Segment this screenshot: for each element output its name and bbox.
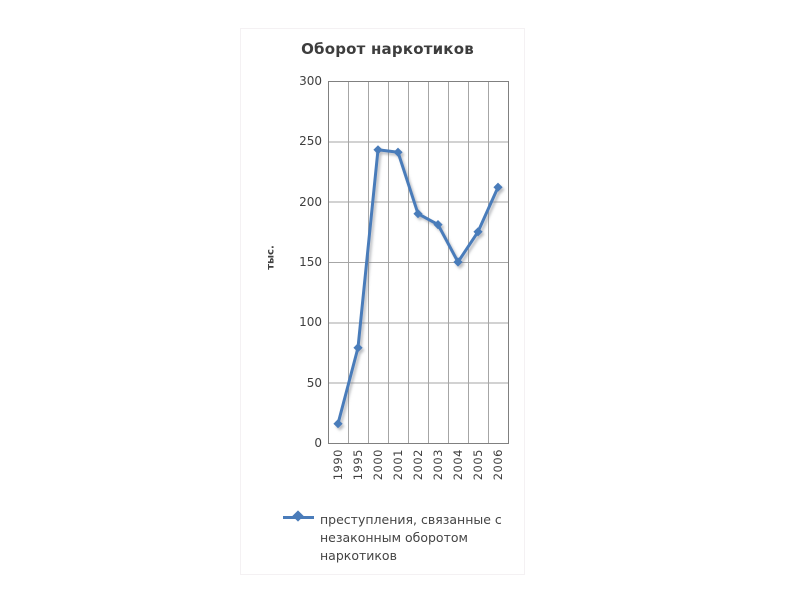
x-tick-label: 2005 bbox=[471, 449, 485, 481]
x-tick-label: 2001 bbox=[391, 449, 405, 481]
x-tick-cell: 1990 bbox=[328, 449, 348, 499]
data-point-marker bbox=[473, 227, 483, 237]
x-tick-cell: 1995 bbox=[348, 449, 368, 499]
x-tick-label: 2003 bbox=[431, 449, 445, 481]
x-tick-label: 2002 bbox=[411, 449, 425, 481]
y-axis-title: тыс. bbox=[265, 245, 277, 270]
legend-label-line-2: незаконным оборотом bbox=[320, 530, 468, 545]
x-tick-cell: 2003 bbox=[428, 449, 448, 499]
data-point-marker bbox=[393, 147, 403, 157]
data-point-marker bbox=[493, 182, 503, 192]
x-tick-label: 1995 bbox=[351, 449, 365, 481]
data-point-marker bbox=[453, 257, 463, 267]
x-tick-cell: 2000 bbox=[368, 449, 388, 499]
x-tick-cell: 2001 bbox=[388, 449, 408, 499]
data-series bbox=[333, 145, 503, 429]
slide-edge bbox=[240, 28, 525, 575]
chart-title: Оборот наркотиков bbox=[301, 40, 474, 58]
data-point-marker bbox=[373, 145, 383, 155]
legend-label-line-1: преступления, связанные с bbox=[320, 512, 502, 527]
x-tick-cell: 2002 bbox=[408, 449, 428, 499]
x-axis: 1990 1995 2000 2001 2002 2003 2004 2005 2006 bbox=[328, 449, 509, 499]
x-tick-cell: 2006 bbox=[488, 449, 508, 499]
x-tick-cell: 2005 bbox=[468, 449, 488, 499]
x-tick-label: 2004 bbox=[451, 449, 465, 481]
data-point-marker bbox=[353, 343, 363, 353]
x-tick-label: 1990 bbox=[331, 449, 345, 481]
plot-area bbox=[328, 81, 509, 444]
data-point-marker bbox=[433, 220, 443, 230]
data-point-marker bbox=[333, 419, 343, 429]
x-tick-cell: 2004 bbox=[448, 449, 468, 499]
x-tick-label: 2006 bbox=[491, 449, 505, 481]
legend-label: преступления, связанные с незаконным обо… bbox=[320, 511, 505, 565]
data-point-marker bbox=[413, 209, 423, 219]
legend-label-line-3: наркотиков bbox=[320, 548, 397, 563]
plot-frame bbox=[328, 81, 509, 444]
series-line bbox=[336, 148, 500, 426]
x-tick-label: 2000 bbox=[371, 449, 385, 481]
